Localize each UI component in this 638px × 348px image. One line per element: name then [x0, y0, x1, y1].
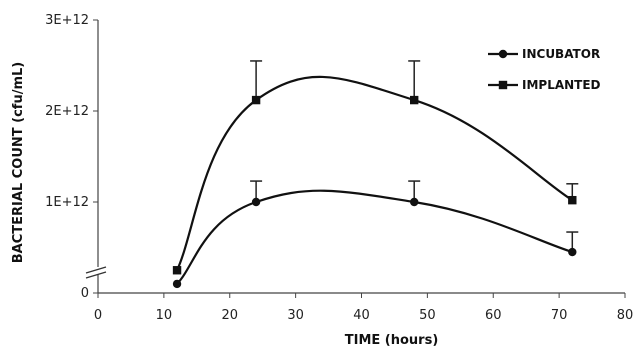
- axis-break-mark: [85, 271, 107, 279]
- y-tick-label: 0: [81, 286, 89, 301]
- axis-break-mark: [85, 266, 107, 274]
- incubator-point: [410, 197, 419, 207]
- y-tick-label: 3E+12: [45, 13, 89, 28]
- implanted-point: [172, 266, 182, 275]
- x-axis-title: TIME (hours): [345, 333, 439, 348]
- x-tick-label: 20: [221, 308, 238, 323]
- x-tick-label: 80: [617, 308, 634, 323]
- legend-incubator-marker: [498, 49, 508, 59]
- x-tick-label: 60: [485, 308, 502, 323]
- implanted-point: [568, 195, 577, 205]
- legend-incubator-label: INCUBATOR: [522, 47, 600, 61]
- legend-implanted-label: IMPLANTED: [522, 78, 601, 92]
- x-tick-label: 10: [156, 308, 173, 323]
- y-tick-label: 2E+12: [45, 104, 89, 119]
- y-axis-title: BACTERIAL COUNT (cfu/mL): [11, 62, 26, 263]
- chart-marks: [172, 60, 579, 289]
- implanted-line: [176, 75, 573, 271]
- incubator-point: [172, 279, 182, 289]
- implanted-point: [251, 95, 261, 105]
- incubator-line: [176, 189, 573, 285]
- legend-implanted-marker: [498, 80, 508, 90]
- x-tick-label: 0: [94, 308, 102, 323]
- legend: INCUBATOR IMPLANTED: [488, 47, 601, 92]
- x-tick-label: 40: [353, 308, 370, 323]
- y-tick-label: 1E+12: [45, 195, 89, 210]
- implanted-point: [410, 95, 419, 105]
- incubator-point: [568, 247, 577, 257]
- x-tick-label: 50: [419, 308, 436, 323]
- incubator-point: [251, 197, 261, 207]
- axes: 0 10 20 30 40 50 60 70 80 0 1E+12 2E+12 3E+12: [45, 13, 633, 323]
- x-tick-label: 30: [287, 308, 304, 323]
- x-tick-label: 70: [551, 308, 568, 323]
